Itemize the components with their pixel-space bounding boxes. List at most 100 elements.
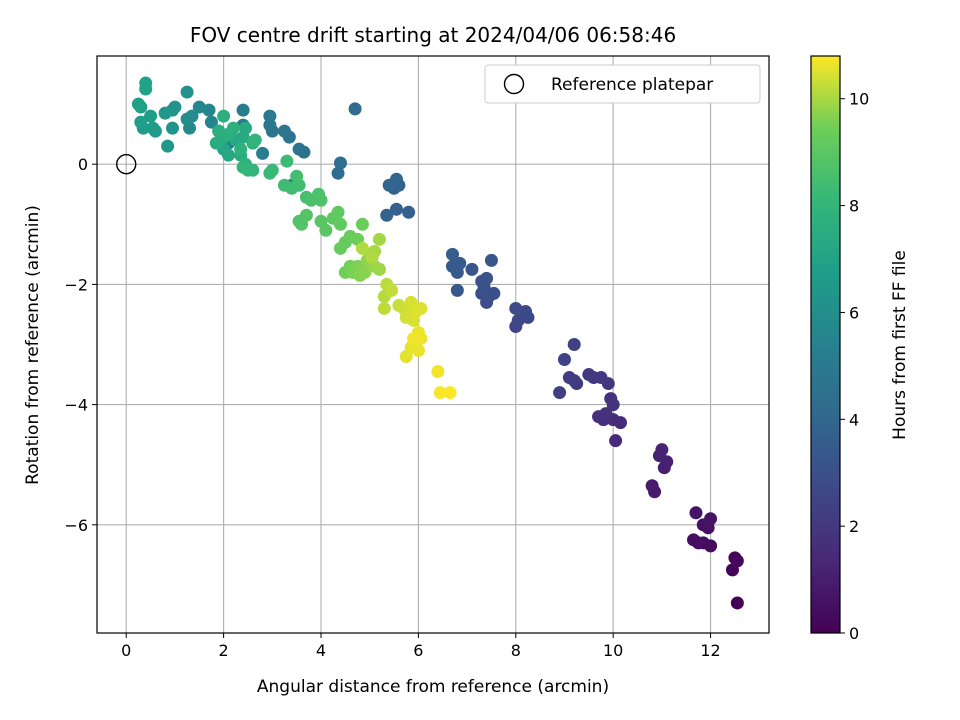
x-tick-label: 0 — [121, 641, 131, 660]
data-point — [161, 139, 175, 153]
data-point — [355, 217, 369, 231]
data-point — [487, 286, 501, 300]
data-point — [645, 479, 659, 493]
data-point — [604, 392, 618, 406]
data-point — [445, 247, 459, 261]
data-point — [389, 172, 403, 186]
data-point — [453, 256, 467, 270]
data-point — [484, 253, 498, 267]
reference-platepar-marker — [116, 153, 137, 175]
data-point — [509, 301, 523, 315]
data-point — [331, 205, 345, 219]
data-points — [131, 76, 744, 610]
data-point — [407, 331, 421, 345]
data-point — [443, 386, 457, 400]
data-point — [256, 146, 270, 160]
data-point — [562, 371, 576, 385]
data-point — [139, 76, 153, 90]
y-tick-label: −4 — [64, 396, 88, 415]
x-tick-label: 4 — [316, 641, 326, 660]
colorbar-tick-label: 6 — [849, 303, 859, 322]
data-point — [331, 166, 345, 180]
y-axis-ticks: −6 −4 −2 0 — [64, 155, 97, 535]
data-point — [290, 169, 304, 183]
data-point — [431, 365, 445, 379]
x-axis-ticks: 0 2 4 6 8 10 12 — [121, 633, 721, 660]
legend-box — [484, 64, 761, 104]
colorbar: 0 2 4 6 8 10 Hours from first FF file — [810, 55, 910, 643]
data-point — [567, 338, 581, 351]
legend-label: Reference platepar — [551, 75, 713, 95]
data-point — [553, 386, 567, 400]
colorbar-tick-label: 0 — [849, 624, 859, 643]
data-point — [134, 115, 148, 129]
data-point — [204, 115, 218, 129]
data-point — [248, 133, 262, 147]
data-point — [687, 533, 701, 547]
data-point — [131, 97, 145, 111]
data-point — [333, 241, 347, 255]
y-tick-label: 0 — [78, 155, 88, 174]
data-point — [217, 109, 231, 123]
data-point — [380, 208, 394, 222]
data-point — [730, 554, 744, 568]
data-point — [655, 443, 669, 457]
data-point — [234, 142, 248, 156]
data-point — [465, 262, 479, 276]
x-axis-label: Angular distance from reference (arcmin) — [257, 677, 609, 697]
data-point — [348, 102, 362, 116]
y-tick-label: −2 — [64, 275, 88, 294]
legend: Reference platepar — [484, 64, 761, 104]
data-point — [192, 100, 206, 114]
data-point — [557, 353, 571, 367]
data-point — [389, 202, 403, 216]
grid — [97, 56, 769, 633]
x-tick-label: 10 — [603, 641, 623, 660]
plot-frame — [96, 55, 770, 634]
data-point — [730, 596, 744, 610]
colorbar-tick-label: 2 — [849, 517, 859, 536]
data-point — [239, 121, 253, 135]
x-tick-label: 6 — [413, 641, 423, 660]
data-point — [319, 223, 333, 237]
colorbar-tick-label: 8 — [849, 197, 859, 216]
data-point — [689, 506, 703, 520]
data-point — [299, 208, 313, 222]
data-point — [409, 304, 423, 318]
data-point — [263, 166, 277, 180]
data-point — [168, 100, 182, 114]
data-point — [236, 103, 250, 117]
data-point — [377, 301, 391, 315]
colorbar-ticks: 0 2 4 6 8 10 — [840, 90, 869, 643]
data-point — [365, 250, 379, 264]
data-point — [333, 217, 347, 231]
data-point — [385, 283, 399, 297]
colorbar-label: Hours from first FF file — [890, 250, 910, 440]
data-point — [263, 109, 277, 123]
data-point — [180, 112, 194, 126]
data-point — [372, 232, 386, 246]
data-point — [292, 142, 306, 156]
data-point — [704, 512, 718, 526]
data-point — [277, 124, 291, 138]
data-point — [358, 265, 372, 279]
data-point — [221, 127, 235, 141]
data-point — [241, 163, 255, 177]
data-point — [402, 205, 416, 219]
data-point — [480, 271, 494, 285]
data-point — [165, 121, 179, 135]
data-point — [280, 154, 294, 168]
data-point — [146, 121, 160, 135]
colorbar-tick-label: 10 — [849, 90, 869, 109]
data-point — [263, 118, 277, 132]
colorbar-gradient — [810, 55, 841, 634]
x-tick-label: 12 — [700, 641, 720, 660]
data-point — [433, 386, 447, 400]
data-point — [144, 109, 158, 123]
x-tick-label: 8 — [511, 641, 521, 660]
x-tick-label: 2 — [219, 641, 229, 660]
reference-marker-layer — [116, 153, 137, 175]
legend-marker-icon — [503, 73, 525, 95]
data-point — [450, 283, 464, 297]
